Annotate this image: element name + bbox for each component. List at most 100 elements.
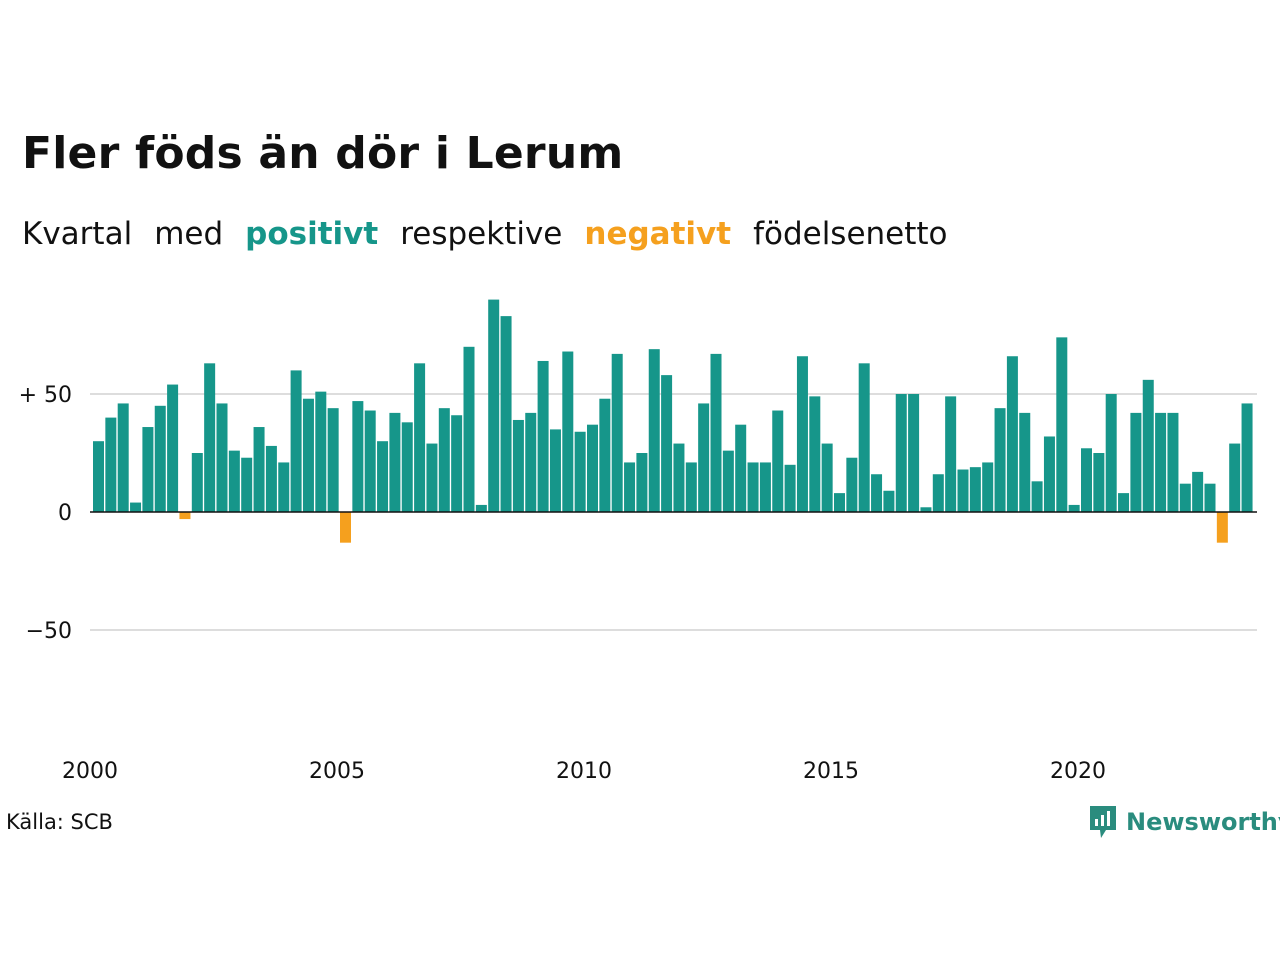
bar (265, 445, 277, 512)
bar (895, 394, 907, 512)
bar (525, 412, 537, 512)
bar (512, 419, 524, 512)
subtitle-word-kvartal: Kvartal (22, 216, 133, 252)
chart-title: Fler föds än dör i Lerum (22, 128, 624, 179)
bar (1019, 412, 1031, 512)
x-tick-label: 2020 (1050, 759, 1106, 784)
bar (340, 512, 351, 543)
bar (142, 427, 154, 512)
bar (1216, 512, 1228, 543)
bar (167, 384, 179, 512)
bar (883, 490, 895, 512)
bar (834, 493, 845, 512)
bar (932, 474, 944, 512)
bar (463, 346, 475, 512)
bar (624, 462, 636, 512)
bar (722, 450, 734, 512)
bar (228, 450, 240, 512)
bar (105, 417, 117, 512)
y-tick-label: + 50 (19, 383, 72, 408)
bar (1167, 412, 1179, 512)
logo-text: Newsworthy (1126, 808, 1280, 836)
bar (93, 441, 104, 512)
bar (772, 410, 784, 512)
bar (1105, 394, 1117, 512)
bar (315, 391, 327, 512)
bar (438, 408, 450, 512)
bar (389, 412, 401, 512)
bar (327, 408, 339, 512)
bar (500, 316, 512, 512)
bar (759, 462, 771, 512)
subtitle-word-med: med (154, 216, 224, 252)
x-tick-label: 2015 (803, 759, 859, 784)
newsworthy-logo-icon (1090, 806, 1116, 838)
x-tick-label: 2005 (309, 759, 365, 784)
bar (154, 405, 166, 512)
bar (735, 424, 747, 512)
bar (710, 353, 722, 512)
y-tick-label: 0 (58, 501, 72, 526)
bar (352, 401, 364, 512)
bar (1031, 481, 1043, 512)
bar (858, 363, 870, 512)
x-tick-label: 2010 (556, 759, 612, 784)
bar (809, 396, 821, 512)
bar (1130, 412, 1142, 512)
bar (636, 453, 648, 512)
bar (648, 349, 660, 512)
bar (1056, 337, 1068, 512)
bar (1155, 412, 1167, 512)
bar (377, 441, 389, 512)
bar-series (93, 299, 1253, 543)
bar (241, 457, 253, 512)
bar (611, 353, 623, 512)
subtitle-word-fodelsenetto: födelsenetto (753, 216, 948, 252)
bar (871, 474, 883, 512)
bar (1179, 483, 1191, 512)
bar (253, 427, 265, 512)
subtitle-positive-label: positivt (245, 216, 379, 252)
bar (488, 299, 500, 512)
bar (784, 464, 796, 512)
bar (1093, 453, 1105, 512)
bar (179, 512, 191, 520)
y-tick-label: −50 (26, 619, 72, 644)
bar (401, 422, 413, 512)
bar (191, 453, 203, 512)
bar (1192, 471, 1204, 512)
bar (537, 360, 549, 512)
bar (475, 504, 487, 512)
bar (1142, 379, 1154, 512)
bar (969, 467, 981, 512)
chart-subtitle: Kvartal med positivt respektive negativt föde… (22, 216, 970, 252)
bar (117, 403, 129, 512)
bar (945, 396, 957, 512)
subtitle-word-respektive: respektive (400, 216, 563, 252)
subtitle-negative-label: negativt (584, 216, 732, 252)
bar (204, 363, 216, 512)
bar (957, 469, 969, 512)
bar (364, 410, 376, 512)
bar (994, 408, 1006, 512)
bar (562, 351, 574, 512)
bar (290, 370, 302, 512)
bar (1081, 448, 1092, 512)
bar (1118, 493, 1130, 512)
newsworthy-logo[interactable]: Newsworthy (1088, 804, 1280, 840)
bar (302, 398, 314, 512)
bar (130, 502, 142, 512)
bar (1043, 436, 1055, 512)
bar (574, 431, 586, 512)
bar (982, 462, 994, 512)
bar (414, 363, 426, 512)
bar (685, 462, 697, 512)
x-tick-label: 2000 (62, 759, 118, 784)
bar (599, 398, 611, 512)
bar (747, 462, 759, 512)
bar (821, 443, 833, 512)
bar (661, 375, 673, 512)
bar (796, 356, 808, 512)
bar (1006, 356, 1018, 512)
